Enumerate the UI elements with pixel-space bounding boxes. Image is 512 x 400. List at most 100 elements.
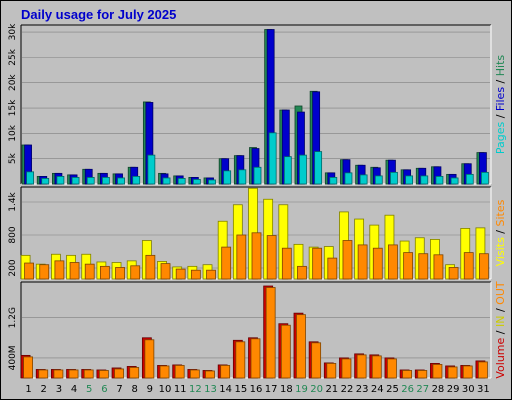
y-tick-label: 800	[8, 226, 18, 243]
bar-sites-day-10	[160, 263, 171, 280]
x-tick-label-day-10: 10	[159, 384, 172, 395]
bar-sites-day-8	[130, 265, 141, 280]
bar-sites-day-19	[297, 265, 307, 280]
bar-out-day-30	[462, 365, 473, 379]
y-tick-label: 20k	[8, 74, 18, 91]
bar-pages-day-8	[132, 176, 141, 185]
y-tick-label: 15k	[8, 99, 18, 116]
x-tick-label-day-19: 19	[295, 384, 308, 395]
x-tick-label-day-6: 6	[101, 384, 107, 395]
side-legend-part-1: /	[494, 226, 507, 237]
bar-out-day-1	[23, 356, 33, 379]
bar-out-day-20	[311, 342, 322, 379]
x-tick-label-day-14: 14	[219, 384, 232, 395]
bar-sites-day-29	[448, 267, 459, 280]
side-legend-part-0: Pages	[494, 122, 507, 155]
bar-sites-day-1	[24, 262, 34, 280]
bar-sites-day-14	[221, 246, 232, 280]
bar-pages-day-12	[192, 179, 201, 185]
bar-sites-day-3	[54, 260, 65, 280]
bar-sites-day-5	[84, 263, 95, 280]
x-tick-label-day-12: 12	[189, 384, 202, 395]
bar-pages-day-16	[253, 166, 262, 185]
bar-pages-day-18	[283, 156, 292, 185]
bar-pages-day-25	[390, 171, 398, 185]
panel-visits-sites: 200 800 1.4k Visits / Sites	[8, 186, 507, 280]
x-tick-label-day-1: 1	[25, 384, 31, 395]
bar-sites-day-21	[327, 257, 338, 280]
bar-out-day-19	[296, 314, 306, 379]
panel-hits-files-pages: 5k 10k 15k 20k 25k 30k Pages / Files / Hits	[8, 23, 507, 185]
bar-out-day-27	[417, 370, 428, 379]
bar-pages-day-26	[405, 175, 414, 185]
bar-sites-day-13	[206, 269, 216, 280]
bar-out-day-9	[144, 339, 155, 379]
x-tick-label-day-27: 27	[416, 384, 429, 395]
bar-pages-day-5	[86, 177, 95, 185]
y-tick-label: 30k	[8, 23, 18, 40]
bar-sites-day-6	[99, 265, 110, 280]
x-tick-label-day-3: 3	[56, 384, 62, 395]
bar-sites-day-4	[69, 262, 80, 280]
bar-pages-day-22	[344, 172, 353, 185]
x-tick-label-day-17: 17	[265, 384, 278, 395]
x-tick-label-day-16: 16	[250, 384, 263, 395]
x-tick-label-day-25: 25	[386, 384, 399, 395]
panel-volume: 400M 1.2G Volume / IN / OUT	[8, 281, 507, 379]
bar-out-day-17	[265, 287, 276, 379]
bar-pages-day-28	[435, 176, 444, 185]
x-tick-label-day-29: 29	[447, 384, 460, 395]
bar-sites-day-9	[145, 254, 156, 280]
bar-out-day-13	[205, 370, 215, 379]
x-tick-label-day-30: 30	[462, 384, 475, 395]
y-tick-label: 25k	[8, 48, 18, 65]
bar-sites-day-24	[372, 247, 383, 280]
x-tick-label-day-7: 7	[116, 384, 122, 395]
bar-sites-day-17	[266, 235, 277, 280]
bar-pages-day-31	[481, 171, 489, 185]
bar-out-day-12	[189, 369, 200, 379]
bar-pages-day-9	[147, 154, 156, 185]
bar-out-day-6	[98, 370, 109, 379]
bar-out-day-3	[53, 369, 64, 379]
x-tick-label-day-13: 13	[204, 384, 217, 395]
bar-sites-day-22	[342, 240, 353, 280]
bar-sites-day-31	[479, 253, 489, 280]
bar-out-day-7	[114, 368, 124, 379]
bar-sites-day-16	[251, 232, 262, 280]
x-tick-label-day-20: 20	[310, 384, 323, 395]
bar-pages-day-23	[359, 174, 368, 185]
bar-sites-day-26	[403, 252, 414, 280]
bar-pages-day-4	[71, 177, 80, 185]
bar-out-day-31	[478, 361, 488, 379]
bar-out-day-29	[447, 366, 458, 379]
bar-sites-day-11	[175, 268, 186, 280]
x-tick-label-day-21: 21	[325, 384, 338, 395]
bar-sites-day-30	[463, 252, 474, 280]
bar-sites-day-15	[236, 234, 247, 280]
x-tick-label-day-4: 4	[71, 384, 77, 395]
x-tick-label-day-26: 26	[401, 384, 414, 395]
bar-out-day-2	[38, 369, 49, 379]
side-legend-part-0: Volume	[494, 337, 507, 378]
bar-pages-day-11	[177, 178, 186, 185]
bar-pages-day-13	[208, 179, 216, 185]
bar-sites-day-28	[433, 254, 444, 280]
bar-sites-day-25	[388, 244, 398, 280]
side-legend-part-1: /	[494, 111, 507, 122]
x-tick-label-day-22: 22	[341, 384, 354, 395]
bar-sites-day-2	[39, 264, 50, 280]
bar-pages-day-6	[101, 177, 110, 185]
side-legend-part-2: Sites	[494, 199, 507, 226]
bar-out-day-4	[68, 369, 79, 379]
x-tick-label-day-15: 15	[234, 384, 247, 395]
side-legend: Pages / Files / Hits	[494, 55, 507, 155]
bar-pages-day-15	[238, 169, 247, 185]
side-legend-part-3: /	[494, 305, 507, 316]
bar-out-day-8	[129, 367, 140, 379]
bar-pages-day-10	[162, 177, 171, 185]
bar-out-day-18	[280, 324, 291, 379]
side-legend-part-2: Files	[494, 87, 507, 111]
bar-pages-day-14	[223, 170, 232, 185]
bar-out-day-23	[356, 354, 367, 379]
